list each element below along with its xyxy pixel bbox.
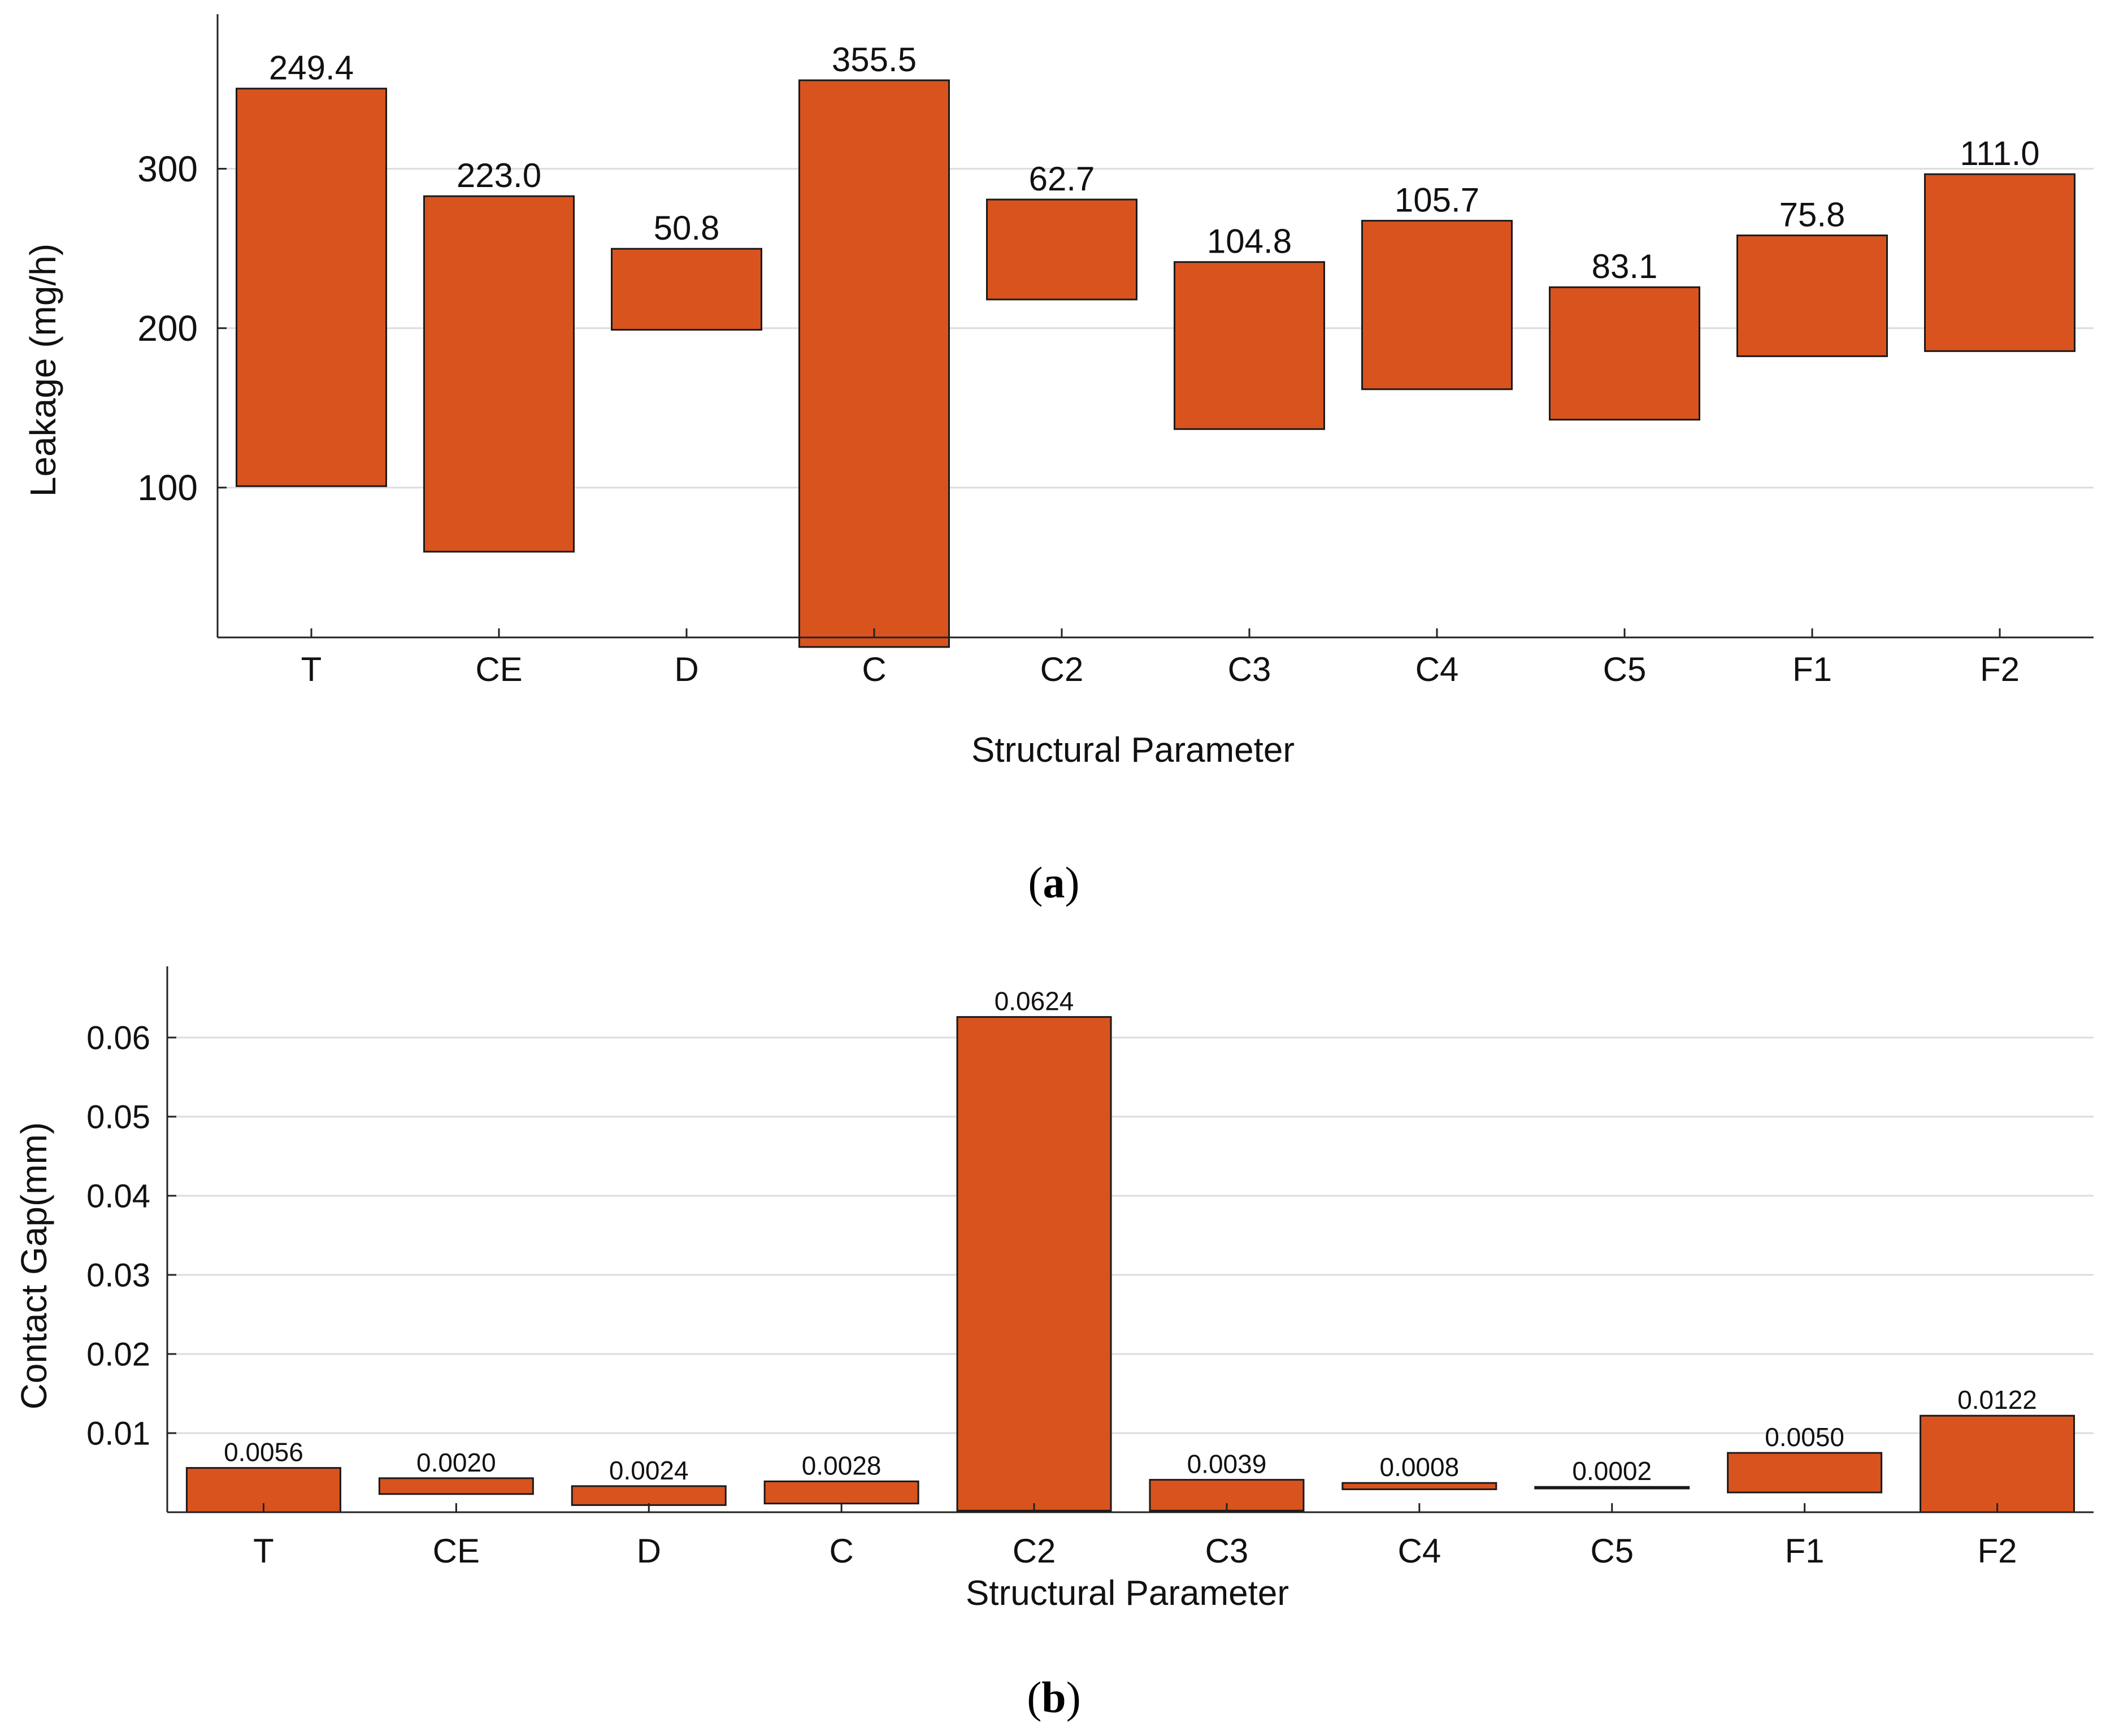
x-tick-label-d: D (637, 1532, 661, 1570)
panel-a-axes (216, 14, 2094, 639)
data-label-c5: 0.0002 (1572, 1456, 1652, 1486)
y-tick-label: 200 (137, 308, 198, 349)
x-tick-label-c3: C3 (1228, 650, 1271, 688)
x-tick-label-t: T (253, 1532, 274, 1570)
bar-c (798, 79, 950, 648)
x-tick-label-c2: C2 (1013, 1532, 1056, 1570)
panel-a-caption-letter: a (1043, 858, 1065, 907)
y-tick-label: 300 (137, 149, 198, 189)
data-label-f2: 0.0122 (1957, 1385, 2037, 1414)
x-tick-label-f1: F1 (1792, 650, 1832, 688)
panel-b-contact-gap-chart: 0.0056 0.0020 0.0024 0.0028 0.0624 0.0039 0.00… (14, 966, 2094, 1722)
panel-a-bars (236, 79, 2075, 648)
panel-a-data-labels: 249.4 223.0 50.8 355.5 62.7 104.8 105.7 83.1 75.… (269, 41, 2040, 285)
bar-ce (423, 195, 575, 553)
data-label-ce: 0.0020 (416, 1448, 496, 1477)
y-tick-label: 0.05 (86, 1099, 150, 1135)
panel-b-y-axis-title: Contact Gap(mm) (14, 1122, 54, 1410)
bar-c (763, 1480, 919, 1505)
data-label-f1: 75.8 (1779, 196, 1846, 234)
data-label-c: 355.5 (832, 41, 917, 79)
x-tick-label-d: D (674, 650, 698, 688)
bar-c2 (956, 1016, 1112, 1512)
panel-a-caption: (a) (1028, 858, 1080, 907)
data-label-c3: 0.0039 (1187, 1449, 1267, 1479)
x-tick-label-c5: C5 (1603, 650, 1647, 688)
data-label-ce: 223.0 (457, 157, 541, 194)
panel-a-x-axis-title: Structural Parameter (971, 731, 1295, 770)
y-tick-label: 0.03 (86, 1257, 150, 1294)
bar-d (611, 248, 762, 331)
x-tick-label-c: C (829, 1532, 853, 1570)
data-label-c: 0.0028 (802, 1451, 882, 1480)
x-tick-label-c4: C4 (1397, 1532, 1441, 1570)
bar-t (236, 88, 387, 487)
data-label-t: 0.0056 (224, 1438, 303, 1467)
x-tick-label-ce: CE (433, 1532, 480, 1570)
x-tick-label-ce: CE (475, 650, 522, 688)
bar-d (571, 1485, 727, 1506)
bar-f2 (1924, 173, 2075, 352)
panel-a-leakage-chart: 249.4 223.0 50.8 355.5 62.7 104.8 105.7 83.1 75.… (23, 14, 2094, 907)
bar-c2 (986, 198, 1137, 301)
x-tick-label-c4: C4 (1415, 650, 1459, 688)
bar-f1 (1727, 1452, 1883, 1494)
bar-c5 (1549, 286, 1700, 421)
panel-b-gridlines (167, 1036, 2094, 1434)
panel-b-x-axis-title: Structural Parameter (966, 1574, 1289, 1613)
y-tick-label: 0.01 (86, 1415, 150, 1452)
panel-b-axes (166, 966, 2094, 1513)
x-tick-label-t: T (301, 650, 322, 688)
panel-b-caption-letter: b (1041, 1673, 1066, 1722)
panel-b-bars (185, 1016, 2075, 1513)
x-tick-label-c3: C3 (1205, 1532, 1249, 1570)
x-tick-label-f2: F2 (1980, 650, 2020, 688)
y-tick-label: 0.02 (86, 1336, 150, 1373)
y-tick-label: 0.06 (86, 1019, 150, 1056)
bar-c5 (1534, 1486, 1690, 1490)
bar-c3 (1174, 261, 1325, 430)
bar-f1 (1736, 235, 1888, 357)
data-label-c2: 0.0624 (995, 987, 1074, 1016)
panel-b-caption: (b) (1027, 1673, 1080, 1722)
data-label-c3: 104.8 (1207, 223, 1292, 261)
data-label-f2: 111.0 (1960, 134, 2039, 172)
bar-f2 (1920, 1414, 2075, 1513)
panel-a-y-axis-title: Leakage (mg/h) (23, 244, 63, 497)
data-label-f1: 0.0050 (1765, 1422, 1844, 1452)
x-tick-label-c: C (862, 650, 886, 688)
panel-b-data-labels: 0.0056 0.0020 0.0024 0.0028 0.0624 0.0039 0.00… (224, 987, 2037, 1486)
bar-c4 (1341, 1482, 1497, 1490)
x-tick-label-c2: C2 (1040, 650, 1084, 688)
x-tick-label-c5: C5 (1590, 1532, 1634, 1570)
data-label-t: 249.4 (269, 49, 354, 87)
data-label-c4: 0.0008 (1379, 1452, 1459, 1482)
panel-b-tick-labels: 0.01 0.02 0.03 0.04 0.05 0.06 T CE D C C2 C3 C4 C5 F1 F… (86, 1019, 2017, 1570)
bar-ce (378, 1477, 534, 1495)
data-label-c5: 83.1 (1592, 248, 1658, 285)
y-tick-label: 100 (137, 467, 198, 508)
y-tick-label: 0.04 (86, 1178, 150, 1214)
data-label-c2: 62.7 (1029, 160, 1095, 198)
panel-a-tick-labels: 100 200 300 T CE D C C2 C3 C4 C5 F1 F2 (137, 149, 2020, 688)
bar-c4 (1361, 220, 1513, 390)
data-label-d: 0.0024 (609, 1456, 689, 1485)
x-tick-label-f1: F1 (1785, 1532, 1825, 1570)
data-label-d: 50.8 (654, 209, 720, 247)
data-label-c4: 105.7 (1395, 181, 1479, 219)
x-tick-label-f2: F2 (1978, 1532, 2017, 1570)
